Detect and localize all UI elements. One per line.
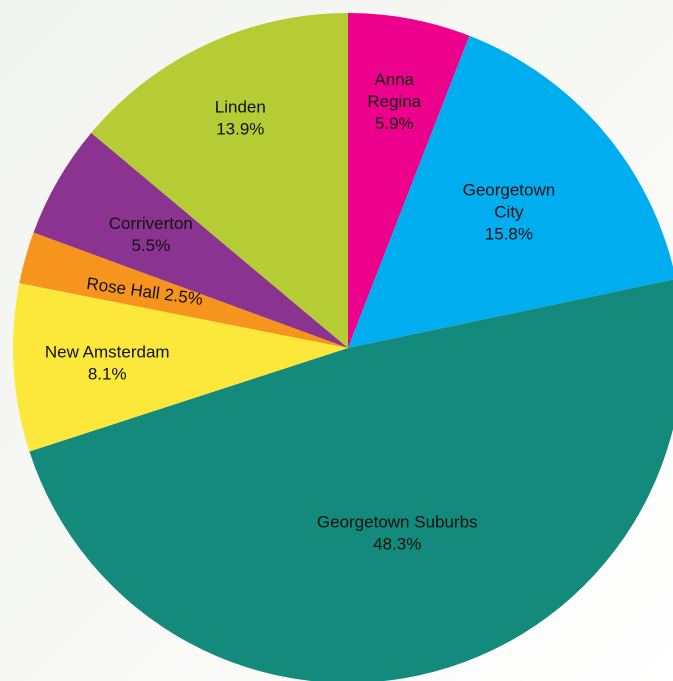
pie-label-line: 15.8% (485, 224, 533, 243)
pie-label-line: City (494, 202, 524, 221)
pie-slice-new-amsterdam (12, 283, 348, 452)
pie-label-anna-regina: Anna Regina 5.9% (367, 70, 421, 133)
pie-slice-linden (91, 13, 348, 348)
pie-label-linden: Linden 13.9% (215, 97, 266, 138)
pie-label-line: Corriverton (109, 214, 193, 233)
pie-label-line: Linden (215, 97, 266, 116)
pie-labels: Anna Regina 5.9%Georgetown City 15.8%Georget… (45, 70, 555, 553)
pie-label-line: 5.5% (131, 236, 170, 255)
pie-label-line: Regina (367, 92, 421, 111)
pie-label-line: Georgetown Suburbs (317, 513, 478, 532)
pie-slices (12, 13, 673, 681)
pie-label-line: 48.3% (373, 535, 421, 554)
pie-label-line: Anna (374, 70, 414, 89)
pie-label-line: 8.1% (88, 364, 127, 383)
pie-label-corriverton: Corriverton 5.5% (109, 214, 193, 255)
pie-label-georgetown-suburbs: Georgetown Suburbs 48.3% (317, 513, 478, 554)
pie-slice-anna-regina (348, 13, 470, 348)
pie-slice-corriverton (33, 132, 349, 348)
pie-slice-rose-hall (19, 232, 349, 348)
pie-slice-georgetown-city (348, 35, 673, 348)
pie-label-line: Georgetown (463, 180, 556, 199)
pie-label-georgetown-city: Georgetown City 15.8% (463, 180, 556, 243)
pie-label-new-amsterdam: New Amsterdam 8.1% (45, 342, 170, 383)
pie-label-line: New Amsterdam (45, 342, 170, 361)
pie-slice-georgetown-suburbs (29, 279, 673, 681)
pie-label-line: 5.9% (375, 114, 414, 133)
pie-label-line: 13.9% (216, 119, 264, 138)
